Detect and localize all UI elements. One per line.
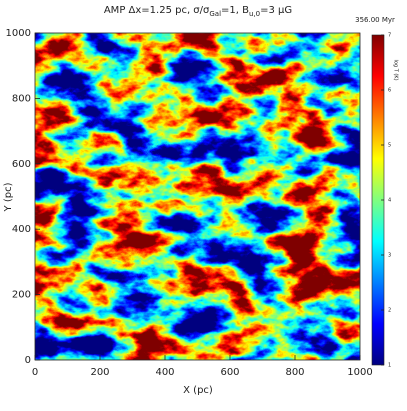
- y-tick-label: 1000: [6, 28, 31, 39]
- colorbar-tick-label: 4: [388, 198, 391, 204]
- colorbar-tick-label: 3: [388, 253, 391, 259]
- y-axis-label: Y (pc): [3, 182, 14, 212]
- y-tick-label: 600: [12, 159, 31, 170]
- plot-frame: [34, 32, 361, 361]
- colorbar-tick-label: 7: [388, 33, 391, 39]
- x-axis-label: X (pc): [183, 385, 213, 396]
- x-tick-label: 1000: [347, 367, 372, 378]
- y-tick-label: 0: [25, 355, 31, 366]
- title-part: =1, B: [221, 5, 249, 16]
- x-tick-label: 600: [220, 367, 239, 378]
- y-tick-label: 200: [12, 290, 31, 301]
- x-tick-label: 200: [90, 367, 109, 378]
- title-part: =3 μG: [260, 5, 292, 16]
- y-tick-label: 400: [12, 224, 31, 235]
- colorbar-tick-label: 6: [388, 88, 391, 94]
- chart-title: AMP Δx=1.25 pc, σ/σGal=1, Bu,0=3 μG: [104, 5, 292, 18]
- colorbar-tick-label: 2: [388, 308, 391, 314]
- x-tick-label: 0: [32, 367, 38, 378]
- y-tick-label: 800: [12, 93, 31, 104]
- colorbar-tick-label: 5: [388, 143, 391, 149]
- title-part: AMP Δx=1.25 pc, σ/σ: [104, 5, 210, 16]
- time-label: 356.00 Myr: [355, 16, 395, 24]
- colorbar-label: log T (K): [393, 59, 399, 80]
- temperature-map: [35, 33, 360, 360]
- colorbar-tick-label: 1: [388, 363, 391, 369]
- title-subscript: u,0: [249, 10, 260, 18]
- title-subscript: Gal: [209, 10, 221, 18]
- x-tick-label: 400: [155, 367, 174, 378]
- x-tick-label: 800: [285, 367, 304, 378]
